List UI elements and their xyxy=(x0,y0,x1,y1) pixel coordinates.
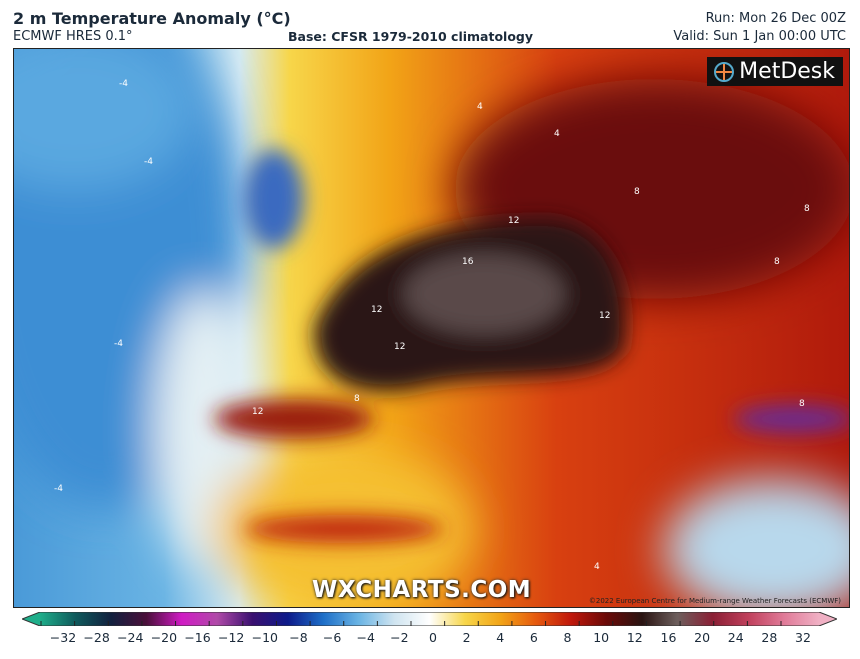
colorbar-scale xyxy=(22,612,837,626)
contour-label: -4 xyxy=(119,79,128,89)
colorbar-tick-label: 28 xyxy=(761,630,778,645)
colorbar-tick-label: 12 xyxy=(626,630,643,645)
colorbar-tick-label: 8 xyxy=(563,630,572,645)
warm-band-atlas xyxy=(244,515,444,543)
contour-label: 8 xyxy=(804,204,810,214)
map-field xyxy=(14,49,849,607)
contour-label: -4 xyxy=(114,339,123,349)
colorbar xyxy=(22,612,837,626)
contour-label: 4 xyxy=(477,102,483,112)
contour-label: 4 xyxy=(594,562,600,572)
contour-label: 4 xyxy=(554,129,560,139)
cold-anomaly-uk xyxy=(244,149,304,249)
cold-anomaly-north xyxy=(14,49,194,189)
colorbar-tick-label: 0 xyxy=(429,630,437,645)
contour-label: -4 xyxy=(54,484,63,494)
colorbar-tick-label: 20 xyxy=(694,630,711,645)
wxcharts-watermark: WXCHARTS.COM xyxy=(312,577,532,603)
cold-band-turkey xyxy=(734,405,849,433)
metdesk-logo: MetDesk xyxy=(707,57,843,86)
colorbar-tick-label: −32 xyxy=(49,630,77,645)
colorbar-tick-label: −16 xyxy=(184,630,211,645)
colorbar-tick-label: 4 xyxy=(496,630,505,645)
model-label: ECMWF HRES 0.1° xyxy=(13,29,133,44)
climatology-base-label: Base: CFSR 1979-2010 climatology xyxy=(288,29,534,44)
cool-anomaly-middle-east xyxy=(664,479,849,607)
valid-time-label: Valid: Sun 1 Jan 00:00 UTC xyxy=(673,29,846,44)
contour-label: -4 xyxy=(144,157,153,167)
temperature-anomaly-map[interactable]: MetDesk -4 -4 -4 -4 4 4 8 8 8 12 16 12 1… xyxy=(13,48,850,608)
contour-label: 12 xyxy=(252,407,264,417)
colorbar-tick-labels: −32 −28 −24 −20 −16 −12 −10 −8 −6 −4 −2 0 2 4 6 8 10 12 16… xyxy=(0,630,860,650)
colorbar-tick-label: 10 xyxy=(593,630,610,645)
contour-label: 8 xyxy=(634,187,640,197)
colorbar-tick-label: 6 xyxy=(529,630,538,645)
contour-label: 12 xyxy=(394,342,406,352)
contour-label: 8 xyxy=(354,394,360,404)
colorbar-tick-label: −10 xyxy=(251,630,279,645)
contour-label: 12 xyxy=(371,305,383,315)
contour-label: 16 xyxy=(462,257,474,267)
colorbar-tick-label: −4 xyxy=(356,630,375,645)
metdesk-logo-icon xyxy=(714,61,735,82)
contour-label: 12 xyxy=(508,216,520,226)
colorbar-tick-label: 2 xyxy=(462,630,471,645)
metdesk-logo-text: MetDesk xyxy=(739,59,835,84)
colorbar-tick-label: −24 xyxy=(117,630,144,645)
copyright-notice: ©2022 European Centre for Medium-range W… xyxy=(588,597,841,605)
colorbar-tick-label: −6 xyxy=(322,630,342,645)
chart-title: 2 m Temperature Anomaly (°C) xyxy=(13,9,291,28)
contour-label: 8 xyxy=(774,257,780,267)
colorbar-tick-label: 32 xyxy=(795,630,811,645)
colorbar-tick-label: 16 xyxy=(660,630,677,645)
run-time-label: Run: Mon 26 Dec 00Z xyxy=(705,11,846,26)
contour-label: 12 xyxy=(599,311,611,321)
colorbar-tick-label: −20 xyxy=(150,630,178,645)
peak-anomaly-germany xyxy=(404,254,564,334)
colorbar-tick-label: −12 xyxy=(217,630,245,645)
warm-band-spain xyxy=(214,399,374,439)
contour-label: 8 xyxy=(799,399,805,409)
colorbar-tick-label: −2 xyxy=(390,630,409,645)
colorbar-tick-label: 24 xyxy=(727,630,744,645)
colorbar-tick-label: −8 xyxy=(289,630,308,645)
colorbar-tick-label: −28 xyxy=(83,630,110,645)
